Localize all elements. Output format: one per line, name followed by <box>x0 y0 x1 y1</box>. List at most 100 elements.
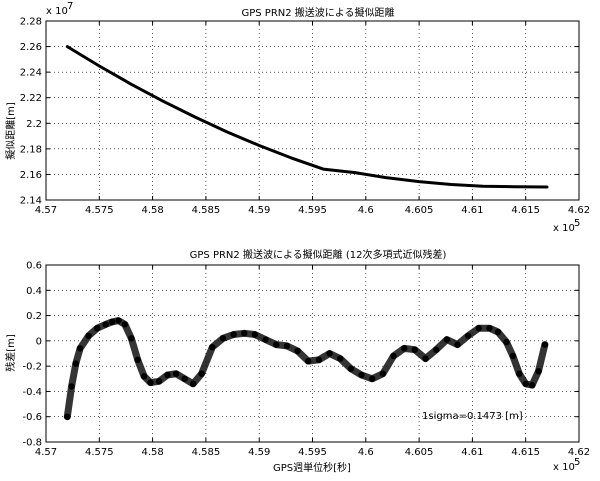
x-tick-label: 4.59 <box>248 447 270 458</box>
y-tick-label: 2.24 <box>20 68 42 79</box>
residual-point <box>102 321 109 328</box>
residual-point <box>401 345 408 352</box>
residual-point <box>422 355 429 362</box>
residual-point <box>181 375 188 382</box>
top-x-exponent-base: x 10 <box>553 223 575 234</box>
residual-point <box>443 336 450 343</box>
x-tick-label: 4.595 <box>298 447 327 458</box>
residual-point <box>189 380 197 387</box>
x-tick-label: 4.585 <box>192 205 221 216</box>
residual-point <box>390 352 397 360</box>
y-tick-label: 2.14 <box>20 196 42 207</box>
residual-point <box>94 325 101 332</box>
y-tick-label: 0.6 <box>26 261 42 272</box>
residual-point <box>379 370 387 377</box>
top-axes-box <box>45 20 580 201</box>
pseudorange-line <box>65 45 549 189</box>
residual-point <box>209 344 216 351</box>
x-tick-label: 4.58 <box>141 205 163 216</box>
residual-point <box>147 379 154 386</box>
bottom-x-axis-label: GPS週単位秒[秒] <box>273 461 351 474</box>
residual-point <box>273 341 280 348</box>
residual-point <box>411 346 418 353</box>
y-tick-label: 2.16 <box>20 170 42 181</box>
residual-point <box>172 370 180 377</box>
bottom-chart: GPS PRN2 搬送波による擬似距離 (12次多項式近似残差) 残差[m] 4… <box>4 248 590 474</box>
bottom-plot-area <box>63 317 549 421</box>
x-tick-label: 4.595 <box>298 205 327 216</box>
x-tick-label: 4.61 <box>461 447 483 458</box>
x-tick-label: 4.59 <box>248 205 270 216</box>
top-x-ticks: 4.57 4.575 4.58 4.585 4.59 4.595 4.6 4.605 4.61 4… <box>35 21 590 216</box>
residual-point <box>535 368 542 375</box>
bottom-x-ticks: 4.57 4.575 4.58 4.585 4.59 4.595 4.6 4.605 4.61 4… <box>35 265 590 458</box>
residual-point <box>486 325 493 332</box>
x-tick-label: 4.615 <box>511 205 540 216</box>
top-gridlines <box>46 21 579 200</box>
residual-point <box>454 341 461 348</box>
residual-point <box>528 381 536 389</box>
residual-point <box>516 370 523 377</box>
residual-point <box>315 356 323 363</box>
residual-point <box>433 346 440 353</box>
residual-point <box>464 332 472 339</box>
top-y-ticks: 2.14 2.16 2.18 2.2 2.22 2.24 2.26 2.28 <box>20 17 579 207</box>
y-tick-label: 2.18 <box>20 144 42 155</box>
residual-point <box>494 328 502 336</box>
x-tick-label: 4.62 <box>568 447 590 458</box>
x-tick-label: 4.605 <box>405 205 434 216</box>
top-chart-title: GPS PRN2 搬送波による擬似距離 <box>241 6 394 19</box>
x-tick-label: 4.6 <box>358 205 374 216</box>
residual-band <box>63 317 549 421</box>
residual-point <box>155 378 163 385</box>
y-tick-label: 0.4 <box>26 286 42 297</box>
residual-point <box>128 335 135 342</box>
x-tick-label: 4.57 <box>35 447 57 458</box>
residual-point <box>140 373 148 380</box>
residual-point <box>64 413 71 420</box>
x-tick-label: 4.61 <box>461 205 483 216</box>
residual-point <box>294 347 301 355</box>
residual-point <box>76 345 84 352</box>
residual-point <box>121 321 129 328</box>
top-y-exponent-power: 7 <box>67 1 73 12</box>
y-tick-label: 2.2 <box>26 119 42 130</box>
x-tick-label: 4.58 <box>141 447 163 458</box>
top-plot-area <box>65 45 549 189</box>
x-tick-label: 4.62 <box>568 205 590 216</box>
residual-point <box>108 318 116 326</box>
x-tick-label: 4.575 <box>85 447 114 458</box>
bottom-y-ticks: -0.8 -0.6 -0.4 -0.2 0 0.2 0.4 0.6 <box>22 261 579 449</box>
residual-point <box>164 371 171 379</box>
bottom-chart-title: GPS PRN2 搬送波による擬似距離 (12次多項式近似残差) <box>190 248 447 261</box>
residual-point <box>326 350 333 357</box>
residual-point <box>241 330 248 337</box>
x-tick-label: 4.605 <box>405 447 434 458</box>
residual-point <box>475 325 482 332</box>
x-tick-label: 4.585 <box>192 447 221 458</box>
bottom-x-exponent-base: x 10 <box>553 462 575 473</box>
top-x-exponent: x 10 5 <box>553 218 580 234</box>
residual-point <box>68 383 75 390</box>
residual-point <box>283 342 291 350</box>
residual-point <box>134 356 141 363</box>
x-tick-label: 4.6 <box>358 447 374 458</box>
y-tick-label: 0 <box>36 336 42 347</box>
y-tick-label: 0.2 <box>26 311 42 322</box>
residual-point <box>251 331 259 338</box>
residual-point <box>337 355 344 362</box>
x-tick-label: 4.57 <box>35 205 57 216</box>
bottom-x-exponent: x 10 5 <box>553 457 580 473</box>
y-tick-label: -0.4 <box>22 387 42 398</box>
residual-point <box>522 380 529 387</box>
y-tick-label: 2.26 <box>20 42 42 53</box>
y-tick-label: -0.6 <box>22 412 42 423</box>
residual-point <box>347 365 355 372</box>
residual-point <box>509 352 517 360</box>
y-tick-label: -0.8 <box>22 438 42 449</box>
residual-point <box>541 341 549 348</box>
residual-point <box>369 375 376 382</box>
residual-point <box>262 336 269 343</box>
residual-point <box>115 317 122 324</box>
